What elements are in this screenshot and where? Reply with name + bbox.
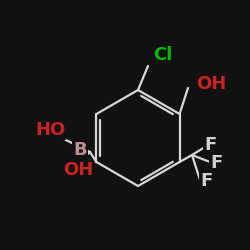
Text: F: F xyxy=(204,136,216,154)
Text: OH: OH xyxy=(196,75,226,93)
Text: HO: HO xyxy=(35,121,65,139)
Text: F: F xyxy=(210,154,222,172)
Text: B: B xyxy=(73,141,87,159)
Text: Cl: Cl xyxy=(153,46,172,64)
Text: F: F xyxy=(200,172,212,190)
Text: OH: OH xyxy=(63,161,93,179)
